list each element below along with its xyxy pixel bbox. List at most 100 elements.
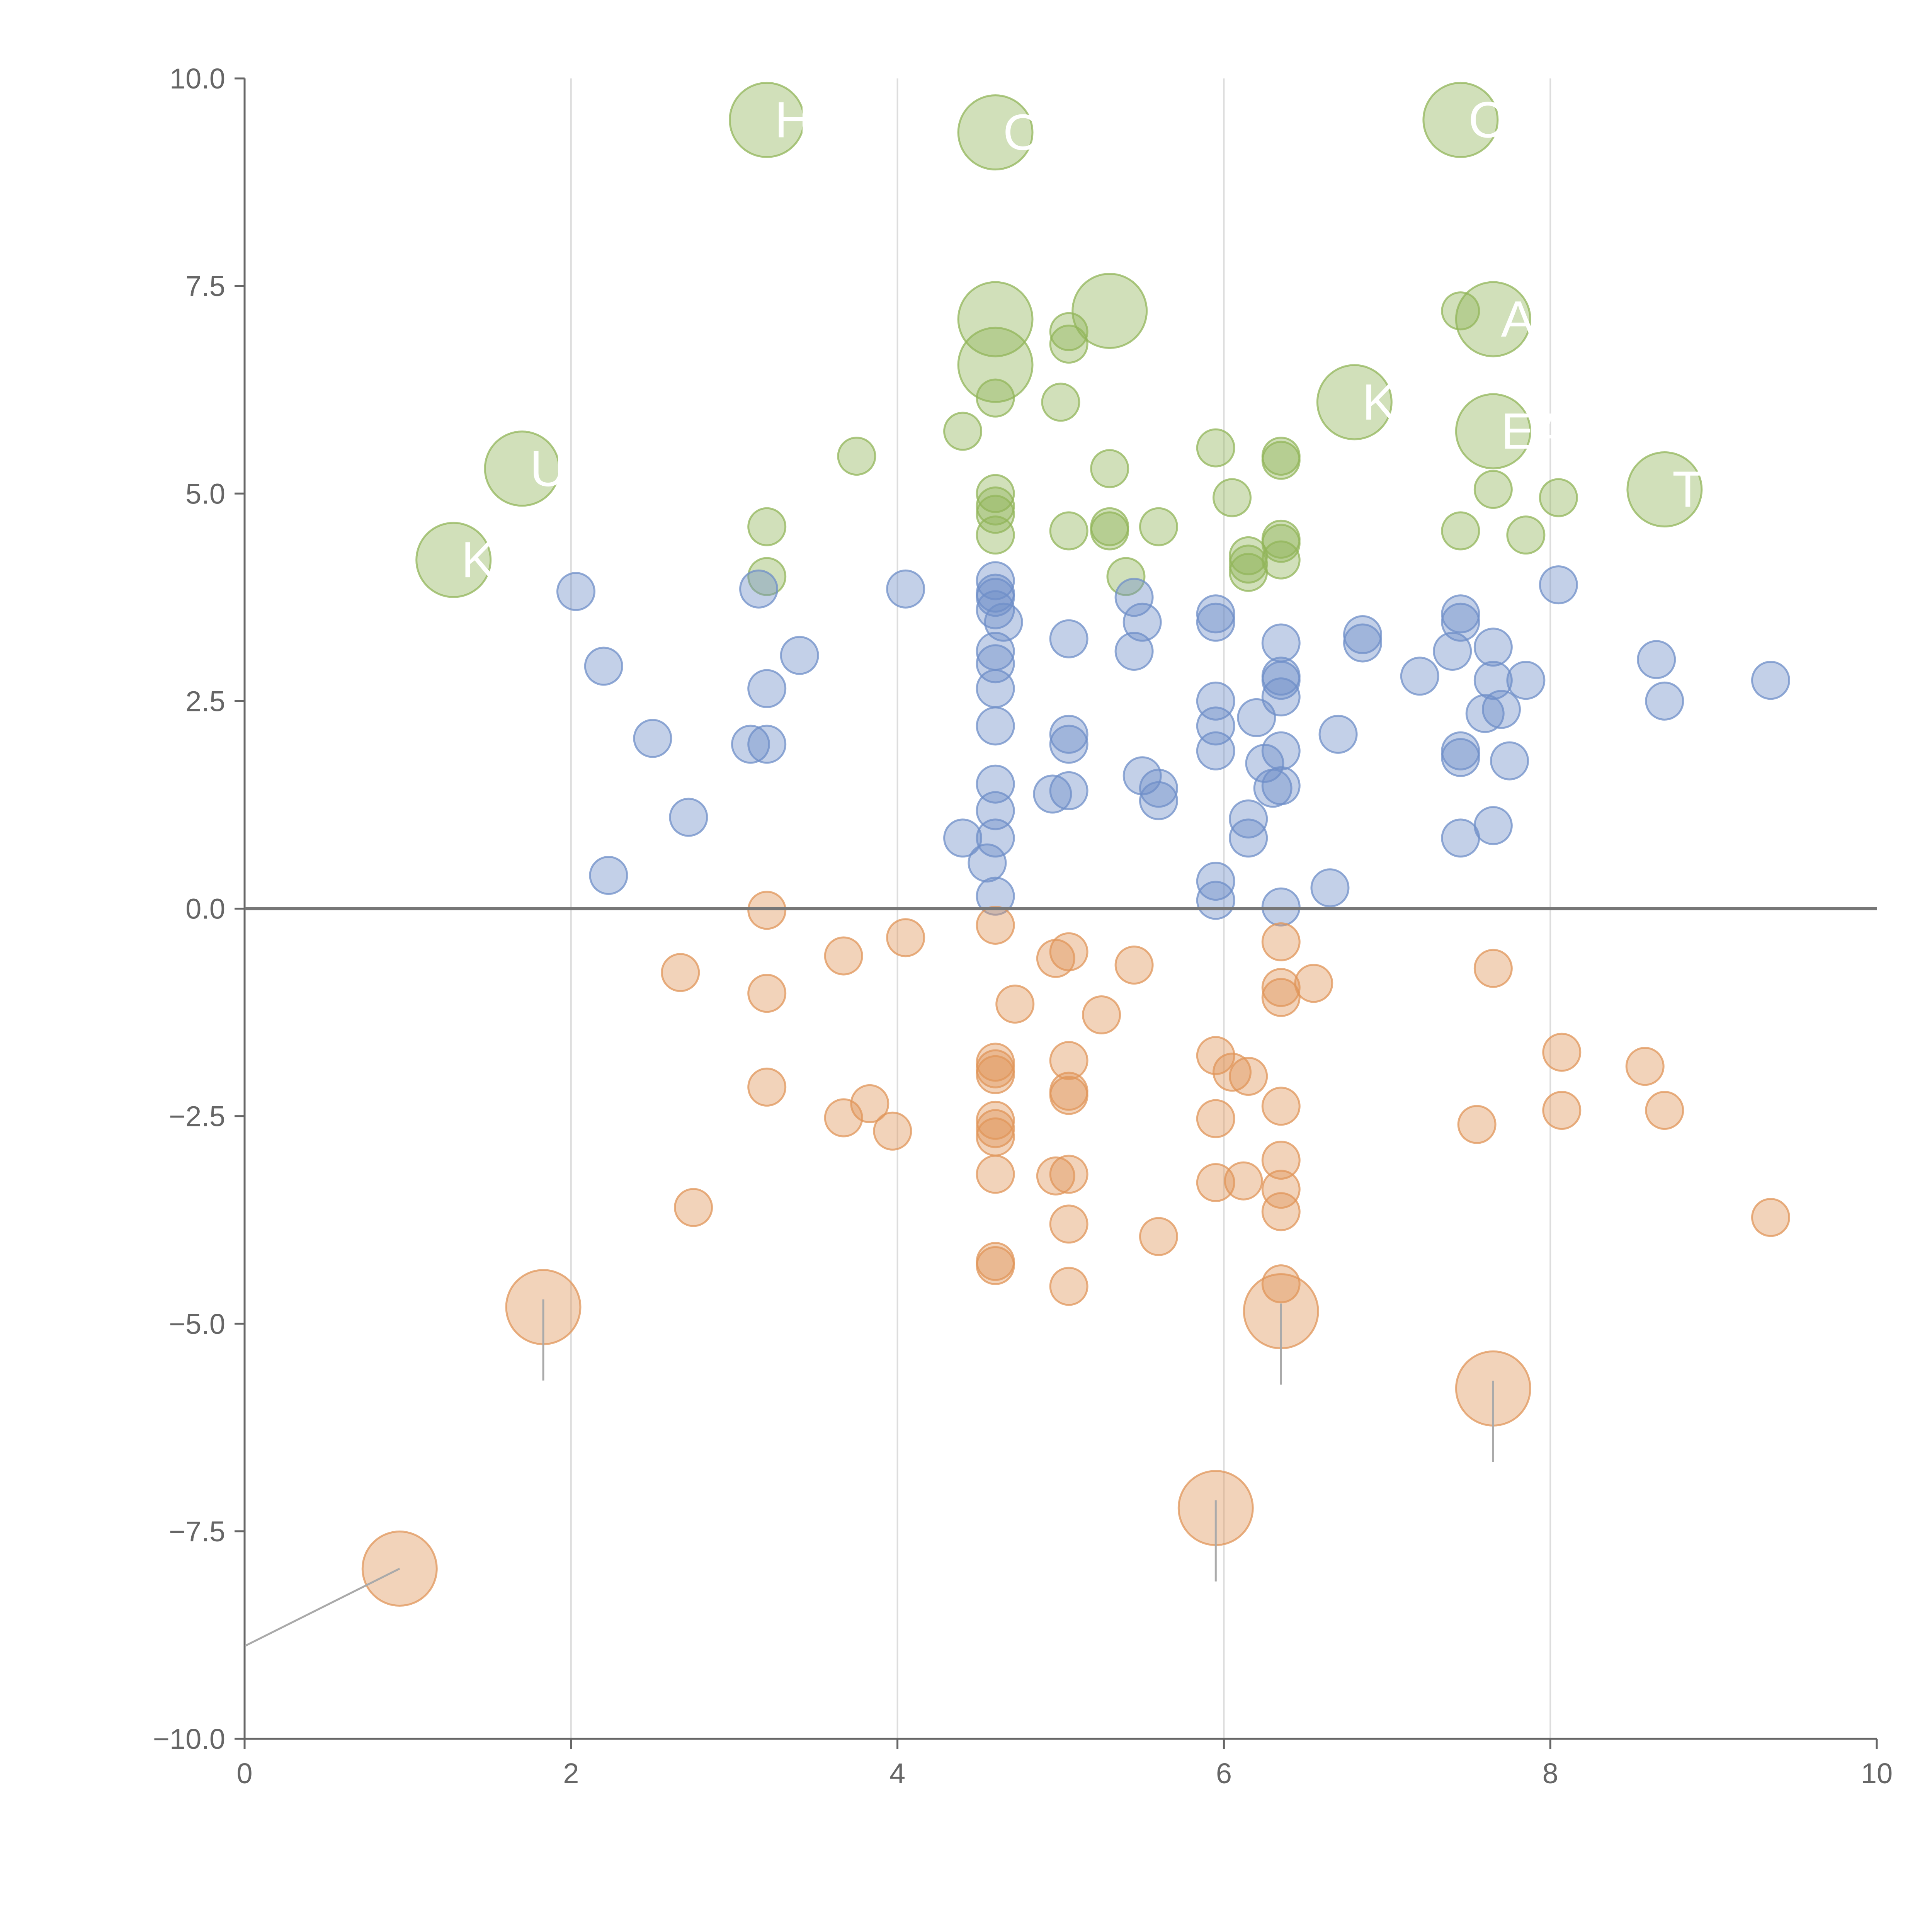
bubble-label: C xyxy=(1468,91,1505,148)
negative-bubble xyxy=(1049,1155,1088,1194)
neutral-bubble xyxy=(1343,623,1382,663)
negative-bubble xyxy=(976,905,1015,945)
neutral-bubble xyxy=(1473,806,1513,845)
negative-bubble xyxy=(674,1188,713,1227)
x-tick-label: 6 xyxy=(1216,1757,1232,1789)
neutral-bubble xyxy=(1506,661,1546,700)
neutral-bubble xyxy=(1751,661,1790,700)
negative-bubble xyxy=(747,974,787,1013)
bubble-label: HE xyxy=(775,91,845,148)
negative-bubble xyxy=(1457,1105,1497,1144)
neutral-bubble xyxy=(1114,631,1154,671)
positive-bubble xyxy=(729,82,805,158)
neutral-bubble xyxy=(1400,656,1439,696)
negative-bubble xyxy=(1751,1198,1790,1237)
positive-bubble xyxy=(1539,478,1578,517)
negative-bubble xyxy=(976,1109,1015,1148)
negative-bubble xyxy=(1542,1032,1582,1072)
neutral-bubble xyxy=(669,798,708,837)
positive-bubble xyxy=(1626,451,1703,528)
neutral-bubble xyxy=(589,856,628,895)
bubble-label: TS xyxy=(1672,461,1738,518)
neutral-bubble xyxy=(1490,741,1529,781)
x-tick-label: 10 xyxy=(1861,1757,1893,1789)
y-tick-label: −7.5 xyxy=(169,1515,225,1548)
neutral-bubble xyxy=(1481,690,1521,729)
negative-bubble xyxy=(976,1055,1015,1094)
bubble-label: OW xyxy=(1003,104,1091,161)
y-tick-label: 2.5 xyxy=(185,685,225,717)
neutral-bubble xyxy=(1033,774,1072,814)
positive-bubble xyxy=(957,94,1034,171)
negative-bubble xyxy=(1261,922,1301,961)
negative-bubble xyxy=(1049,932,1088,971)
negative-bubble xyxy=(976,1100,1015,1140)
positive-bubble xyxy=(943,412,983,451)
neutral-bubble xyxy=(584,646,623,686)
positive-bubble xyxy=(1139,507,1178,546)
negative-bubble xyxy=(1261,1087,1301,1126)
negative-bubble xyxy=(824,936,863,976)
negative-bubble xyxy=(1049,1041,1088,1080)
neutral-bubble xyxy=(1433,631,1472,671)
neutral-bubble xyxy=(976,669,1015,708)
positive-bubble xyxy=(976,474,1015,513)
positive-bubble xyxy=(976,515,1015,555)
positive-bubble xyxy=(1316,364,1393,440)
neutral-bubble xyxy=(731,724,770,764)
neutral-bubble xyxy=(1196,881,1235,920)
neutral-bubble xyxy=(1196,731,1235,770)
negative-bubble xyxy=(1213,1053,1252,1092)
neutral-bubble xyxy=(1139,781,1178,820)
positive-bubble xyxy=(837,437,876,476)
positive-bubble xyxy=(1506,515,1546,555)
neutral-bubble xyxy=(976,561,1015,600)
neutral-bubble xyxy=(1049,724,1088,764)
positive-bubble xyxy=(1049,325,1088,364)
neutral-bubble xyxy=(1196,594,1235,634)
negative-bubble xyxy=(1036,1156,1075,1196)
neutral-bubble xyxy=(556,572,595,611)
bubble-label: U xyxy=(530,440,566,497)
negative-bubble xyxy=(1261,978,1301,1017)
negative-bubble xyxy=(1645,1091,1684,1130)
neutral-bubble xyxy=(1261,661,1301,700)
positive-bubble xyxy=(1261,540,1301,580)
neutral-bubble xyxy=(1049,771,1088,810)
positive-bubble xyxy=(415,522,492,598)
x-tick-label: 2 xyxy=(563,1757,579,1789)
neutral-bubble xyxy=(1139,769,1178,808)
neutral-bubble xyxy=(1253,769,1293,808)
neutral-bubble xyxy=(1441,738,1480,777)
y-tick-label: 10.0 xyxy=(170,63,225,95)
negative-bubble xyxy=(995,985,1035,1024)
positive-bubble xyxy=(1229,536,1268,575)
positive-bubble xyxy=(1261,440,1301,480)
neutral-bubble xyxy=(780,636,819,675)
positive-bubble xyxy=(1441,511,1480,551)
neutral-bubble xyxy=(976,764,1015,804)
negative-bubble xyxy=(1261,1192,1301,1231)
positive-bubble xyxy=(1229,544,1268,584)
positive-bubble xyxy=(1041,383,1080,422)
y-tick-label: 5.0 xyxy=(185,478,225,510)
negative-bubble xyxy=(1473,949,1513,988)
neutral-bubble xyxy=(633,719,672,758)
neutral-bubble xyxy=(747,669,787,708)
negative-bubble xyxy=(824,1098,863,1138)
negative-bubble xyxy=(1049,1076,1088,1115)
neutral-bubble xyxy=(1114,578,1154,617)
positive-bubble xyxy=(1422,82,1499,158)
negative-bubble xyxy=(976,1246,1015,1285)
neutral-bubble xyxy=(1441,602,1480,642)
negative-bubble xyxy=(976,1155,1015,1194)
positive-bubble xyxy=(1071,273,1148,349)
positive-bubble xyxy=(1090,449,1129,488)
positive-bubble xyxy=(1441,291,1480,331)
neutral-bubble xyxy=(1261,887,1301,927)
negative-bubble xyxy=(1229,1056,1268,1096)
positive-bubble xyxy=(1106,557,1146,596)
positive-bubble xyxy=(1196,428,1235,468)
